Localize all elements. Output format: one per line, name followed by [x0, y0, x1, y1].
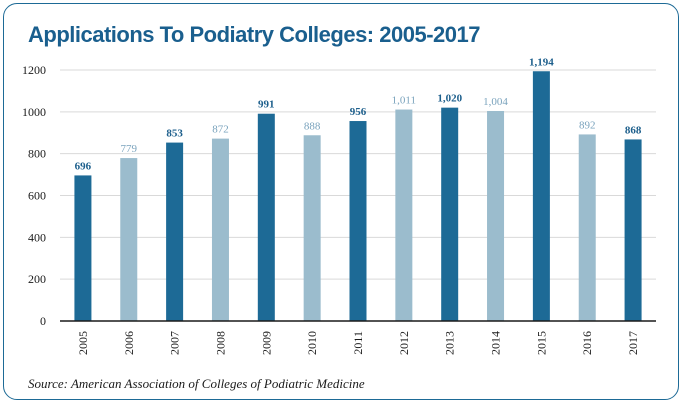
data-label-2012: 1,011	[392, 95, 416, 107]
data-labels: 696 779 853 872 991 888 956 1,011 1,020 1,004 1,19…	[75, 56, 642, 172]
x-tick-label: 2007	[168, 331, 182, 355]
x-tick-label: 2008	[213, 331, 227, 355]
bar-2013	[441, 107, 459, 322]
bar-2016	[578, 134, 596, 321]
bar-2005	[74, 175, 92, 321]
y-tick-label: 800	[28, 147, 46, 161]
y-tick-label: 600	[28, 189, 46, 203]
y-tick-label: 0	[40, 314, 46, 328]
bar-2009	[257, 113, 275, 321]
x-tick-label: 2005	[76, 331, 90, 355]
y-tick-label: 1000	[22, 105, 46, 119]
data-label-2016: 892	[579, 119, 596, 131]
x-tick-label: 2009	[259, 331, 273, 355]
x-tick-label: 2006	[122, 331, 136, 355]
x-tick-label: 2011	[351, 331, 365, 355]
data-label-2013: 1,020	[437, 93, 462, 105]
y-tick-label: 200	[28, 272, 46, 286]
source-note: Source: American Association of Colleges…	[28, 376, 365, 391]
x-tick-label: 2015	[534, 331, 548, 355]
x-tick-label: 2014	[489, 331, 503, 355]
bar-2006	[120, 158, 138, 321]
x-tick-label: 2016	[580, 331, 594, 355]
data-label-2007: 853	[166, 128, 183, 140]
bar-2010	[303, 135, 321, 321]
data-label-2005: 696	[75, 160, 92, 172]
y-tick-label: 400	[28, 230, 46, 244]
bar-2008	[211, 138, 229, 321]
data-label-2011: 956	[350, 106, 367, 118]
x-tick-label: 2010	[305, 331, 319, 355]
y-tick-label: 1200	[22, 63, 46, 77]
data-label-2015: 1,194	[529, 56, 554, 68]
chart-frame	[3, 3, 679, 400]
x-tick-label: 2013	[443, 331, 457, 355]
data-label-2010: 888	[304, 120, 321, 132]
chart-title: Applications To Podiatry Colleges: 2005-…	[28, 22, 480, 47]
data-label-2008: 872	[212, 124, 229, 136]
bar-2007	[166, 142, 184, 321]
x-axis-ticks: 2005 2006 2007 2008 2009 2010 2011 2012 2013 2014…	[76, 331, 640, 355]
data-label-2014: 1,004	[483, 96, 508, 108]
bar-2015	[532, 71, 550, 321]
data-label-2017: 868	[625, 124, 642, 136]
x-tick-label: 2012	[397, 331, 411, 355]
bar-2011	[349, 121, 367, 321]
data-label-2006: 779	[121, 143, 138, 155]
bar-2017	[624, 139, 642, 321]
y-axis-ticks: 0 200 400 600 800 1000 1200	[22, 63, 46, 328]
bars	[74, 71, 642, 322]
x-tick-label: 2017	[626, 331, 640, 355]
bar-2014	[487, 110, 505, 321]
data-label-2009: 991	[258, 99, 275, 111]
bar-2012	[395, 109, 413, 321]
